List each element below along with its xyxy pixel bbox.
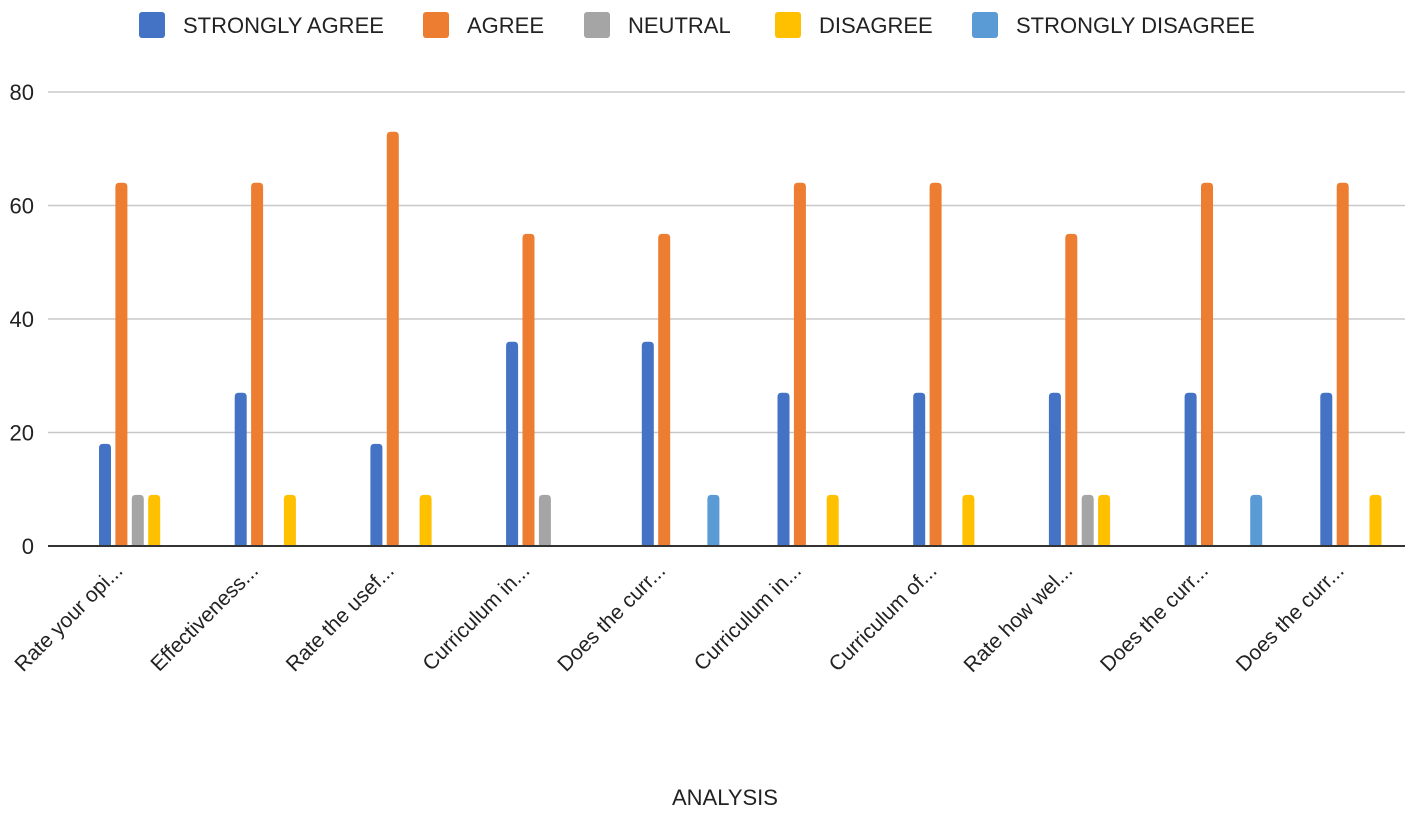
legend-label: STRONGLY DISAGREE xyxy=(1016,13,1255,38)
legend-label: AGREE xyxy=(467,13,544,38)
y-tick-label: 80 xyxy=(10,80,34,105)
bars xyxy=(99,131,1382,547)
bar-agree xyxy=(1065,233,1078,546)
legend-swatch xyxy=(775,12,801,38)
x-tick-label: Rate the usef... xyxy=(282,559,399,676)
bar-neutral xyxy=(1081,494,1094,546)
bar-disagree xyxy=(283,494,296,546)
x-tick-label: Curriculum in... xyxy=(690,559,806,675)
legend-label: DISAGREE xyxy=(819,13,933,38)
legend-label: STRONGLY AGREE xyxy=(183,13,384,38)
x-axis-title: ANALYSIS xyxy=(672,785,778,810)
bar-neutral xyxy=(538,494,551,546)
bar-strongly-agree xyxy=(1184,392,1197,546)
legend-swatch xyxy=(972,12,998,38)
bar-neutral xyxy=(131,494,144,546)
x-tick-label: Rate your opi... xyxy=(10,559,127,676)
bar-disagree xyxy=(962,494,975,546)
bar-strongly-agree xyxy=(1048,392,1061,546)
x-tick-label: Does the curr... xyxy=(1232,559,1349,676)
y-tick-label: 20 xyxy=(10,421,34,446)
bar-agree xyxy=(929,182,942,547)
legend: STRONGLY AGREE AGREE NEUTRAL DISAGREE STRONG… xyxy=(139,12,1255,38)
bar-strongly-agree xyxy=(234,392,247,546)
bar-agree xyxy=(1336,182,1349,547)
x-tick-label: Does the curr... xyxy=(553,559,670,676)
axes: 0 20 40 60 80 Rate your opi... Effectiveness..… xyxy=(10,80,1405,677)
legend-label: NEUTRAL xyxy=(628,13,731,38)
y-tick-label: 60 xyxy=(10,194,34,219)
x-tick-label: Rate how wel... xyxy=(959,559,1077,677)
x-tick-label: Effectiveness... xyxy=(146,559,263,676)
bar-agree xyxy=(522,233,535,546)
bar-strongly-agree xyxy=(777,392,790,546)
bar-agree xyxy=(115,182,128,547)
bar-agree xyxy=(251,182,264,547)
bar-strongly-agree xyxy=(99,443,111,546)
bar-agree xyxy=(386,131,399,546)
bar-disagree xyxy=(148,494,161,546)
x-tick-label: Does the curr... xyxy=(1096,559,1213,676)
bar-agree xyxy=(1201,182,1213,547)
bar-strongly-disagree xyxy=(707,494,720,546)
bar-disagree xyxy=(826,494,839,546)
bar-strongly-agree xyxy=(370,443,383,546)
legend-swatch xyxy=(584,12,610,38)
x-tick-label: Curriculum in... xyxy=(418,559,534,675)
bar-strongly-agree xyxy=(506,341,519,546)
bar-disagree xyxy=(1369,494,1382,546)
legend-swatch xyxy=(423,12,449,38)
y-tick-label: 40 xyxy=(10,307,34,332)
bar-strongly-agree xyxy=(913,392,926,546)
bar-strongly-disagree xyxy=(1250,494,1263,546)
bar-agree xyxy=(658,233,671,546)
gridlines xyxy=(48,91,1405,434)
x-tick-label: Curriculum of... xyxy=(825,559,942,676)
legend-swatch xyxy=(139,12,165,38)
bar-disagree xyxy=(1098,494,1111,546)
bar-strongly-agree xyxy=(1320,392,1333,546)
bar-agree xyxy=(793,182,806,547)
bar-strongly-agree xyxy=(641,341,654,546)
bar-disagree xyxy=(419,494,432,546)
y-tick-label: 0 xyxy=(22,534,34,559)
